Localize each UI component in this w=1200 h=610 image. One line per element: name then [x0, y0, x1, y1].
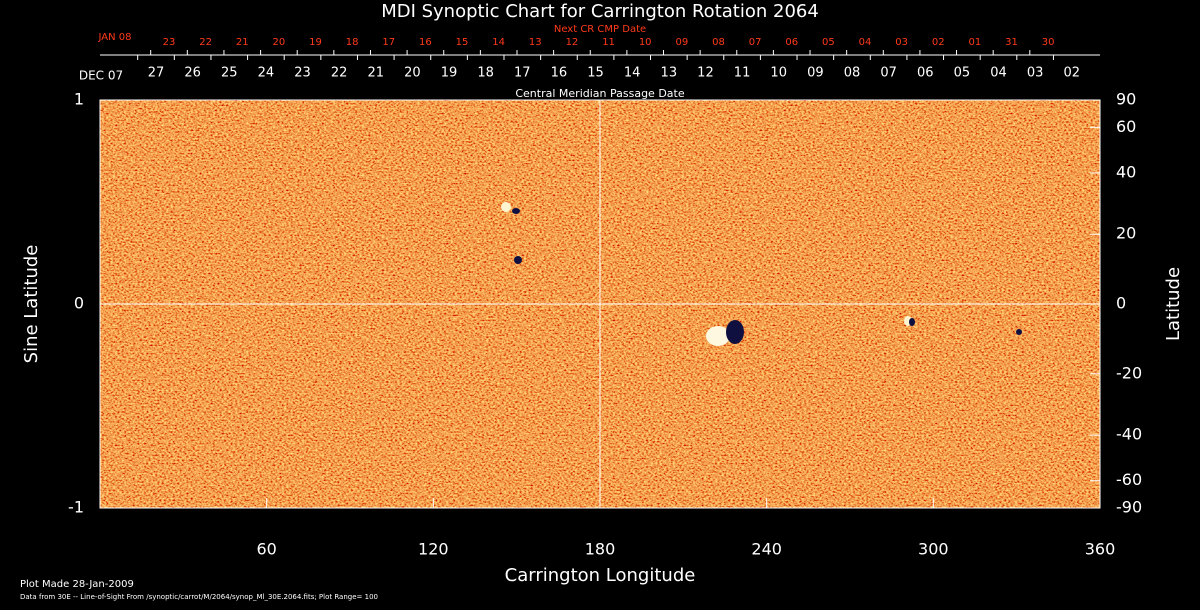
x-tick-label: 240: [751, 540, 782, 559]
y2-tick-label: 90: [1116, 90, 1136, 109]
spot: [1016, 329, 1022, 335]
spot: [726, 320, 744, 344]
cmp-axis-first: DEC 07: [79, 69, 123, 83]
spot: [512, 208, 520, 214]
x-tick-label: 300: [918, 540, 949, 559]
cmp-date-label: 18: [477, 66, 494, 81]
y2-tick-label: -90: [1116, 498, 1142, 517]
footer-note: Data from 30E -- Line-of-Sight From /syn…: [20, 593, 378, 601]
y2-tick-label: 40: [1116, 162, 1136, 181]
top-date-label: 07: [749, 37, 762, 48]
cmp-date-label: 10: [770, 66, 787, 81]
top-date-label: 18: [346, 37, 359, 48]
cmp-date-label: 02: [1063, 66, 1080, 81]
cmp-date-label: 19: [441, 66, 458, 81]
top-date-label: 23: [163, 37, 176, 48]
x-tick-label: 180: [585, 540, 616, 559]
active-regions: [501, 202, 1022, 346]
cmp-date-label: 11: [734, 66, 751, 81]
x-axis-label: Carrington Longitude: [505, 565, 696, 586]
y2-tick-label: 60: [1116, 117, 1136, 136]
top-date-label: 15: [456, 37, 469, 48]
y2-tick-label: -40: [1116, 425, 1142, 444]
cmp-date-label: 21: [368, 66, 385, 81]
cmp-date-label: 12: [697, 66, 714, 81]
top-date-label: 21: [236, 37, 249, 48]
top-date-label: 31: [1005, 37, 1018, 48]
y2-tick-label: -60: [1116, 470, 1142, 489]
top-axis-first: JAN 08: [98, 32, 132, 43]
chart-title: MDI Synoptic Chart for Carrington Rotati…: [381, 1, 819, 22]
cmp-date-label: 23: [294, 66, 311, 81]
cmp-date-label: 04: [990, 66, 1007, 81]
cmp-date-label: 07: [880, 66, 897, 81]
cmp-axis-title: Central Meridian Passage Date: [515, 87, 684, 100]
y2-axis-label: Latitude: [1163, 267, 1184, 341]
cmp-date-label: 05: [954, 66, 971, 81]
cmp-date-label: 14: [624, 66, 641, 81]
top-date-label: 04: [859, 37, 872, 48]
top-date-label: 09: [675, 37, 688, 48]
cmp-date-label: 27: [148, 66, 165, 81]
y-tick-label: -1: [68, 498, 84, 517]
top-date-label: 19: [309, 37, 322, 48]
spot: [706, 326, 730, 346]
cmp-date-label: 06: [917, 66, 934, 81]
y-axis-label: Sine Latitude: [21, 245, 42, 364]
spot: [909, 318, 915, 326]
top-date-label: 06: [785, 37, 798, 48]
top-date-label: 22: [199, 37, 212, 48]
spot: [501, 202, 511, 212]
cmp-date-label: 16: [551, 66, 568, 81]
cmp-date-label: 24: [258, 66, 275, 81]
cmp-date-label: 09: [807, 66, 824, 81]
spot: [514, 256, 522, 264]
cmp-date-label: 20: [404, 66, 421, 81]
x-tick-label: 60: [256, 540, 276, 559]
top-date-label: 01: [968, 37, 981, 48]
top-axis-title: Next CR CMP Date: [554, 24, 646, 35]
top-date-label: 10: [639, 37, 652, 48]
top-date-label: 11: [602, 37, 615, 48]
top-date-label: 02: [932, 37, 945, 48]
top-date-label: 05: [822, 37, 835, 48]
cmp-date-label: 03: [1027, 66, 1044, 81]
top-date-label: 03: [895, 37, 908, 48]
cmp-date-label: 26: [184, 66, 201, 81]
cmp-date-label: 25: [221, 66, 238, 81]
top-date-label: 14: [492, 37, 505, 48]
y-tick-label: 1: [74, 90, 84, 109]
y2-tick-label: -20: [1116, 363, 1142, 382]
top-date-label: 17: [382, 37, 395, 48]
cmp-date-label: 15: [587, 66, 604, 81]
y2-tick-label: 20: [1116, 224, 1136, 243]
top-date-label: 08: [712, 37, 725, 48]
footer-date: Plot Made 28-Jan-2009: [20, 579, 134, 590]
cmp-date-label: 22: [331, 66, 348, 81]
y2-tick-label: 0: [1116, 294, 1126, 313]
cmp-date-label: 13: [661, 66, 678, 81]
x-tick-label: 360: [1085, 540, 1116, 559]
top-date-label: 12: [566, 37, 579, 48]
y-tick-label: 0: [74, 294, 84, 313]
top-date-label: 30: [1042, 37, 1055, 48]
top-date-label: 16: [419, 37, 432, 48]
cmp-date-label: 17: [514, 66, 531, 81]
top-date-label: 20: [273, 37, 286, 48]
cmp-date-label: 08: [844, 66, 861, 81]
top-date-label: 13: [529, 37, 542, 48]
x-tick-label: 120: [418, 540, 449, 559]
